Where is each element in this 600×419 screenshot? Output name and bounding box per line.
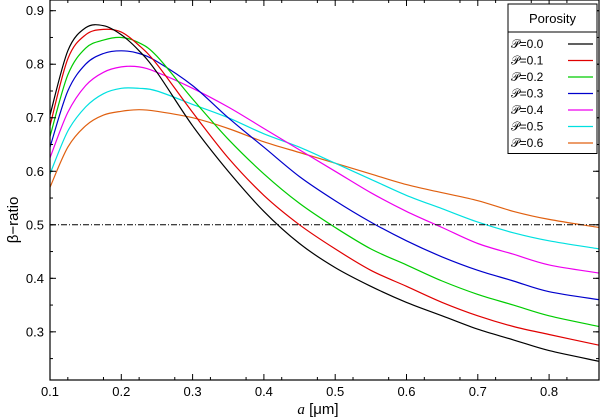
legend-label-0: 𝒫=0.0 [511, 37, 544, 51]
legend: Porosity 𝒫=0.0 𝒫=0.1 𝒫=0.2 𝒫=0.3 𝒫=0.4 𝒫=0.5 𝒫=… [507, 3, 598, 154]
x-tick-label: 0.2 [112, 384, 130, 399]
series-line-1 [49, 28, 600, 346]
legend-label-6: 𝒫=0.6 [511, 136, 544, 150]
x-tick-label: 0.7 [469, 384, 487, 399]
series-line-5 [49, 87, 600, 250]
plot-frame [49, 0, 600, 381]
y-tick-label: 0.7 [26, 110, 44, 125]
x-axis-title: a [μm] [297, 401, 338, 418]
legend-title: Porosity [529, 11, 576, 26]
y-tick-label: 0.9 [26, 3, 44, 18]
legend-label-1: 𝒫=0.1 [511, 54, 544, 68]
y-tick-label: 0.8 [26, 57, 44, 72]
series-line-2 [49, 36, 600, 328]
y-tick-label: 0.5 [26, 217, 44, 232]
x-tick-label: 0.3 [184, 384, 202, 399]
x-tick-label: 0.4 [255, 384, 273, 399]
y-axis-title: β−ratio [5, 197, 22, 244]
y-tick-label: 0.3 [26, 324, 44, 339]
x-tick-label: 0.5 [326, 384, 344, 399]
series-line-0 [49, 24, 600, 362]
legend-box [507, 3, 598, 154]
series-line-6 [49, 109, 600, 229]
x-tick-label: 0.8 [540, 384, 558, 399]
x-tick-label: 0.6 [397, 384, 415, 399]
x-axis-unit: [μm] [309, 401, 338, 418]
curves [49, 24, 600, 362]
x-axis-ticks: 0.1 0.2 0.3 0.4 0.5 0.6 0.7 0.8 [41, 0, 568, 399]
legend-label-3: 𝒫=0.3 [511, 87, 544, 101]
legend-label-4: 𝒫=0.4 [511, 103, 544, 117]
series-line-4 [49, 65, 600, 274]
legend-label-5: 𝒫=0.5 [511, 120, 544, 134]
legend-label-2: 𝒫=0.2 [511, 70, 544, 84]
series-line-3 [49, 50, 600, 301]
x-axis-variable: a [297, 402, 305, 418]
y-tick-label: 0.6 [26, 164, 44, 179]
y-tick-label: 0.4 [26, 271, 44, 286]
x-tick-label: 0.1 [41, 384, 59, 399]
